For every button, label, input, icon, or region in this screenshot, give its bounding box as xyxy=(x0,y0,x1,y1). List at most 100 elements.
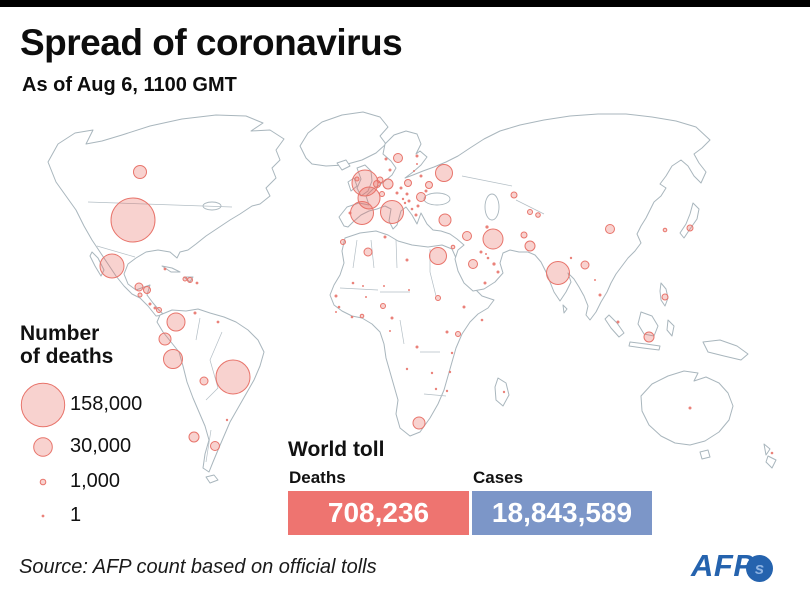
afp-globe-icon: s xyxy=(746,555,773,582)
bubble-panama xyxy=(156,307,162,313)
bubble-nicaragua xyxy=(148,302,152,306)
legend-label-1000: 1,000 xyxy=(70,470,121,492)
bubble-thailand xyxy=(598,293,602,297)
bubble-madagascar xyxy=(502,390,506,394)
landmass-sumatra xyxy=(604,314,625,338)
bubble-united-states xyxy=(110,197,156,243)
bubble-somalia xyxy=(480,318,484,322)
bubble-algeria xyxy=(363,247,373,257)
landmass-new-zealand-north xyxy=(763,443,771,456)
landmass-new-guinea xyxy=(702,339,749,361)
legend-circle-158,000 xyxy=(20,382,66,428)
bubble-norway xyxy=(384,157,388,161)
bubble-israel xyxy=(450,244,456,250)
bubble-afghanistan xyxy=(520,231,528,239)
legend-title: Number of deaths xyxy=(20,322,113,368)
bubble-puerto-rico xyxy=(195,281,199,285)
bubble-egypt xyxy=(429,247,447,265)
deaths-label: Deaths xyxy=(289,468,346,487)
bubble-haiti xyxy=(182,276,188,282)
bubble-belgium xyxy=(373,180,381,188)
landmass-south-america xyxy=(156,308,265,473)
bubble-morocco xyxy=(340,239,346,245)
bubble-sierra-leone xyxy=(335,311,337,313)
bubble-nepal xyxy=(569,256,573,260)
bubble-china xyxy=(605,224,615,234)
continents xyxy=(47,111,777,484)
landmass-australia xyxy=(640,370,734,446)
cases-label: Cases xyxy=(473,468,524,487)
bubble-ecuador xyxy=(158,332,172,346)
bubble-czech-republic xyxy=(399,186,403,190)
bubble-mali xyxy=(362,285,364,287)
top-bar xyxy=(0,0,810,7)
bubble-el-salvador xyxy=(137,292,143,298)
bubble-france xyxy=(357,186,381,210)
bubble-nigeria xyxy=(380,303,386,309)
bubble-myanmar xyxy=(594,279,596,281)
landmass-tierra-del-fuego xyxy=(205,474,219,484)
landmass-baja xyxy=(89,251,105,277)
bubble-cameroon xyxy=(390,316,394,320)
black-sea xyxy=(423,192,451,206)
landmass-tasmania xyxy=(699,449,711,460)
bubble-iran xyxy=(482,228,504,250)
bubble-paraguay xyxy=(225,418,229,422)
bubble-uganda xyxy=(445,330,449,334)
bubble-senegal xyxy=(334,294,338,298)
bubble-brazil xyxy=(215,359,251,395)
bubble-japan xyxy=(686,224,694,232)
bubble-indonesia xyxy=(643,331,655,343)
bubble-philippines xyxy=(661,293,669,301)
bubble-oman xyxy=(496,270,500,274)
bubble-germany xyxy=(382,178,394,190)
page-title: Spread of coronavirus xyxy=(20,22,403,63)
bubble-singapore xyxy=(616,320,620,324)
bubble-india xyxy=(546,261,570,285)
bubble-colombia xyxy=(166,312,186,332)
bubble-poland xyxy=(404,179,412,187)
bubble-pakistan xyxy=(524,240,536,252)
legend-circle-30,000 xyxy=(33,437,53,457)
legend-circles xyxy=(20,382,66,518)
afp-logo: AFP xyxy=(691,548,755,583)
legend-title-line2: of deaths xyxy=(20,345,114,369)
landmass-north-america xyxy=(47,114,285,317)
landmass-hispaniola xyxy=(183,276,194,283)
bubble-turkey xyxy=(438,213,452,227)
bubble-canada xyxy=(133,165,147,179)
bubble-new-zealand xyxy=(770,451,774,455)
bubble-angola xyxy=(405,367,409,371)
bubble-libya xyxy=(405,258,409,262)
bubble-kenya xyxy=(455,331,461,337)
bubble-saudi-arabia xyxy=(468,259,478,269)
bubble-costa-rica xyxy=(153,306,157,310)
bubble-cuba xyxy=(163,267,167,271)
bubble-tanzania xyxy=(450,351,454,355)
landmass-eurasia xyxy=(338,113,711,321)
bubble-serbia xyxy=(407,199,411,203)
bubble-switzerland xyxy=(379,191,385,197)
bubble-australia xyxy=(688,406,692,410)
legend-circle-1 xyxy=(41,514,45,518)
bubble-yemen xyxy=(483,281,487,285)
bubble-zambia xyxy=(430,371,434,375)
legend-title-line1: Number xyxy=(20,322,100,345)
bubble-mexico xyxy=(99,253,125,279)
bubble-peru xyxy=(163,349,183,369)
legend-circle-1,000 xyxy=(39,478,47,486)
bubble-guyana xyxy=(216,320,220,324)
landmass-sulawesi xyxy=(666,319,675,337)
bubble-hungary xyxy=(405,192,409,196)
bubble-sudan xyxy=(435,295,441,301)
bubble-malawi xyxy=(448,370,452,374)
source-credit: Source: AFP count based on official toll… xyxy=(19,556,377,578)
bubble-kuwait xyxy=(479,250,483,254)
country-borders xyxy=(87,175,545,463)
bubble-netherlands xyxy=(376,176,384,184)
bubble-south-africa xyxy=(412,416,426,430)
landmass-sri-lanka xyxy=(562,304,568,314)
bubble-guinea xyxy=(337,305,341,309)
bubble-dominican-republic xyxy=(187,277,193,283)
bubble-belarus xyxy=(419,174,423,178)
